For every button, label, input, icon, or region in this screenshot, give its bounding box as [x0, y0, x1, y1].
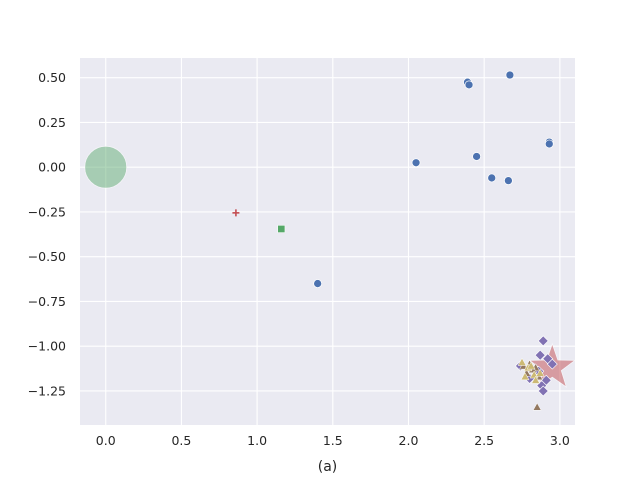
x-tick-label: 2.0	[399, 433, 419, 448]
x-tick-label: 2.5	[474, 433, 494, 448]
y-tick-label: 0.00	[38, 160, 66, 175]
circle-point	[411, 158, 421, 168]
x-tick-label: 1.5	[323, 433, 343, 448]
y-tick-label: 0.25	[38, 115, 66, 130]
triangle-point	[520, 372, 530, 381]
diamond-point	[546, 358, 558, 370]
y-tick-label: −0.75	[28, 294, 66, 309]
diamond-point	[534, 349, 546, 361]
triangle-point	[532, 402, 542, 411]
x-tick-label: 3.0	[550, 433, 570, 448]
y-tick-label: −0.25	[28, 204, 66, 219]
y-tick-labels: 0.50 0.25 0.00 −0.25 −0.50 −0.75 −1.00 −1.25	[28, 70, 66, 398]
triangle-point	[517, 357, 527, 366]
circle-point	[313, 279, 323, 288]
x-tick-labels: 0.0 0.5 1.0 1.5 2.0 2.5 3.0	[96, 433, 570, 448]
plot-background	[80, 58, 575, 425]
data-points	[84, 70, 577, 411]
circle-point	[464, 80, 474, 90]
y-tick-label: −0.50	[28, 249, 66, 264]
triangle-point	[531, 375, 541, 384]
circle-point	[487, 173, 497, 183]
x-tick-label: 0.0	[96, 433, 116, 448]
diamond-point	[537, 335, 549, 347]
y-tick-label: −1.25	[28, 383, 66, 398]
diamond-point	[537, 385, 549, 397]
circle-point	[544, 139, 554, 149]
plus-point	[232, 209, 240, 217]
triangle-point	[535, 368, 545, 377]
circle-point	[84, 145, 128, 189]
circle-point	[505, 70, 515, 80]
triangle-point	[526, 361, 536, 370]
x-tick-label: 1.0	[247, 433, 267, 448]
circle-point	[504, 176, 513, 185]
y-tick-label: 0.50	[38, 70, 66, 85]
y-tick-label: −1.00	[28, 339, 66, 354]
grid-lines	[80, 58, 575, 425]
circle-point	[472, 152, 481, 161]
x-axis-label: (a)	[318, 459, 338, 475]
square-point	[277, 225, 286, 233]
x-tick-label: 0.5	[171, 433, 191, 448]
